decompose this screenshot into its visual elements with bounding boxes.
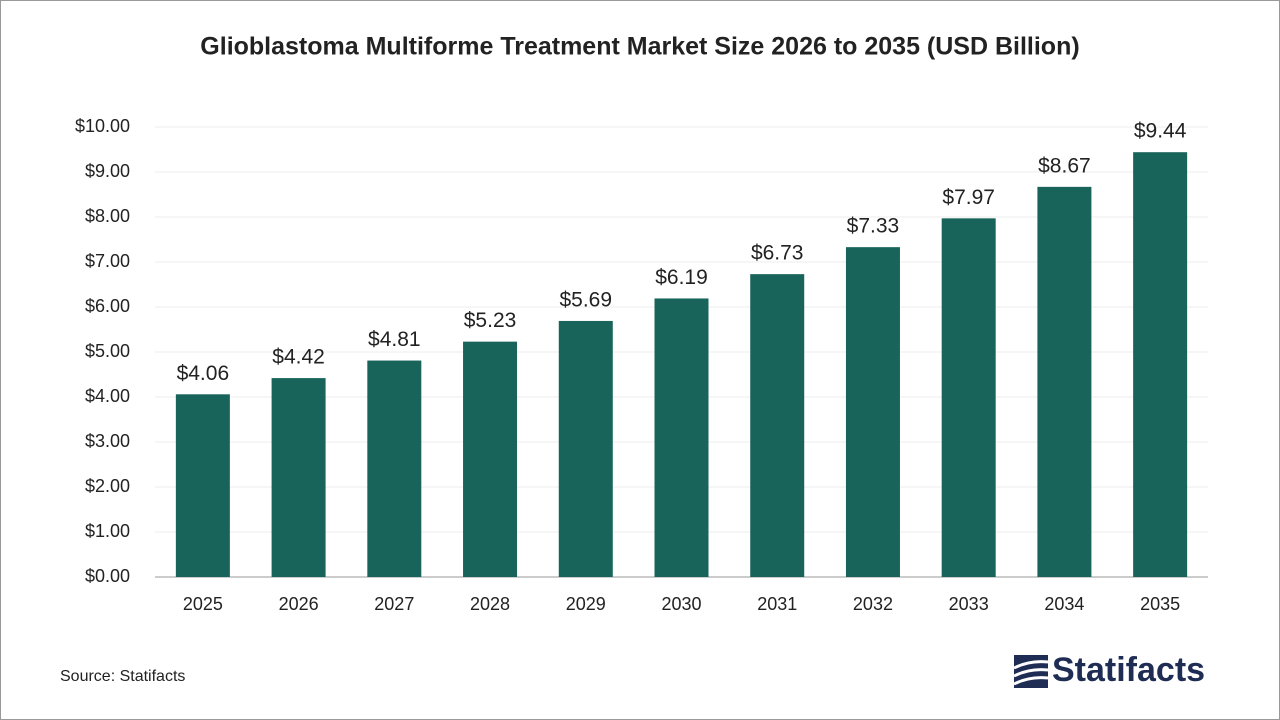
- y-tick-label: $6.00: [85, 296, 130, 316]
- x-tick-label: 2034: [1044, 594, 1084, 614]
- brand-logo-icon: [1013, 655, 1049, 688]
- data-label: $4.06: [177, 362, 230, 385]
- x-tick-label: 2031: [757, 594, 797, 614]
- x-tick-label: 2029: [566, 594, 606, 614]
- y-tick-label: $3.00: [85, 431, 130, 451]
- bar: [463, 341, 518, 577]
- chart-title: Glioblastoma Multiforme Treatment Market…: [200, 33, 1079, 61]
- y-tick-label: $5.00: [85, 341, 130, 361]
- bar: [941, 218, 996, 577]
- x-tick-label: 2025: [183, 594, 223, 614]
- x-tick-label: 2027: [374, 594, 414, 614]
- y-tick-label: $4.00: [85, 386, 130, 406]
- y-tick-label: $10.00: [75, 116, 130, 136]
- x-tick-label: 2026: [279, 594, 319, 614]
- bar: [654, 298, 709, 577]
- bar: [845, 247, 900, 577]
- data-label: $6.19: [655, 266, 708, 289]
- data-label: $6.73: [751, 242, 804, 265]
- y-tick-label: $9.00: [85, 161, 130, 181]
- source-note: Source: Statifacts: [60, 668, 185, 685]
- x-tick-label: 2033: [949, 594, 989, 614]
- x-tick-label: 2028: [470, 594, 510, 614]
- y-tick-label: $2.00: [85, 476, 130, 496]
- x-tick-label: 2032: [853, 594, 893, 614]
- y-tick-label: $1.00: [85, 521, 130, 541]
- bar: [1133, 152, 1188, 577]
- data-label: $7.33: [847, 215, 900, 238]
- data-label: $4.42: [272, 346, 325, 369]
- bar: [1037, 186, 1092, 577]
- data-label: $4.81: [368, 328, 421, 351]
- bar: [558, 320, 613, 577]
- y-tick-label: $7.00: [85, 251, 130, 271]
- data-label: $5.69: [559, 288, 612, 311]
- brand-name: Statifacts: [1052, 651, 1205, 689]
- y-tick-label: $0.00: [85, 566, 130, 586]
- x-tick-label: 2035: [1140, 594, 1180, 614]
- y-tick-label: $8.00: [85, 206, 130, 226]
- bar: [367, 360, 422, 577]
- bar: [271, 378, 326, 577]
- data-label: $7.97: [942, 186, 995, 209]
- data-label: $8.67: [1038, 154, 1091, 177]
- x-tick-label: 2030: [661, 594, 701, 614]
- bar: [750, 274, 805, 577]
- data-label: $5.23: [464, 309, 517, 332]
- data-label: $9.44: [1134, 120, 1187, 143]
- bar: [175, 394, 230, 577]
